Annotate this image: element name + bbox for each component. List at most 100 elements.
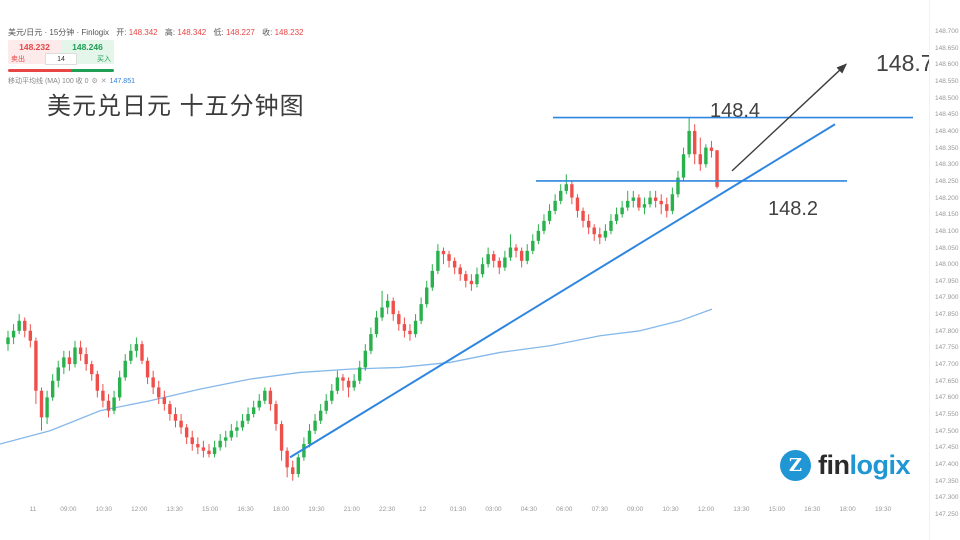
delete-icon[interactable]: ✕ — [100, 78, 107, 85]
candle[interactable] — [553, 194, 557, 215]
candle[interactable] — [503, 250, 507, 271]
candle[interactable] — [536, 224, 541, 245]
candle[interactable] — [145, 357, 150, 385]
candle[interactable] — [592, 224, 596, 241]
candle[interactable] — [648, 190, 652, 208]
resistance-price-annotation[interactable]: 148.4 — [710, 100, 761, 122]
candle[interactable] — [318, 404, 323, 425]
candle[interactable] — [218, 434, 222, 451]
candle[interactable] — [45, 390, 49, 425]
candle[interactable] — [441, 247, 446, 265]
candle[interactable] — [447, 250, 451, 268]
candle[interactable] — [224, 430, 228, 448]
candle[interactable] — [598, 227, 602, 245]
candle[interactable] — [698, 137, 702, 171]
candle[interactable] — [637, 194, 641, 211]
candle[interactable] — [397, 310, 401, 331]
candle[interactable] — [39, 387, 44, 431]
candle[interactable] — [358, 360, 362, 385]
candle[interactable] — [659, 194, 663, 215]
candle[interactable] — [581, 207, 585, 228]
candle[interactable] — [56, 360, 60, 388]
candle[interactable] — [413, 314, 418, 338]
time-axis[interactable]: 11 09:00 10:30 12:00 13:30 15:00 16:30 18:00 19:… — [0, 503, 930, 517]
candle[interactable] — [586, 214, 591, 235]
candle[interactable] — [475, 267, 479, 288]
candle[interactable] — [168, 400, 172, 421]
candle[interactable] — [542, 214, 546, 235]
candle[interactable] — [134, 337, 139, 358]
candle[interactable] — [486, 247, 490, 268]
candle[interactable] — [402, 317, 407, 338]
candle[interactable] — [709, 140, 714, 158]
candle[interactable] — [385, 294, 390, 315]
candle[interactable] — [458, 264, 462, 281]
candle[interactable] — [369, 327, 373, 355]
candle[interactable] — [117, 370, 122, 401]
candle[interactable] — [246, 407, 250, 425]
candle[interactable] — [279, 420, 284, 461]
candle[interactable] — [101, 384, 105, 408]
candle[interactable] — [207, 444, 211, 458]
candle[interactable] — [62, 350, 66, 375]
candle[interactable] — [452, 257, 457, 275]
candle[interactable] — [480, 257, 485, 278]
candle[interactable] — [257, 394, 261, 411]
candle[interactable] — [307, 424, 312, 448]
candle[interactable] — [313, 414, 317, 435]
candle[interactable] — [157, 380, 161, 405]
candle[interactable] — [95, 370, 100, 398]
candle[interactable] — [268, 387, 273, 411]
candle[interactable] — [346, 377, 351, 398]
arrow-annotation[interactable] — [731, 63, 848, 172]
candle[interactable] — [123, 354, 127, 381]
candle[interactable] — [240, 414, 245, 431]
candle[interactable] — [469, 274, 474, 291]
candle[interactable] — [201, 440, 206, 458]
candle[interactable] — [330, 384, 334, 405]
candle[interactable] — [419, 297, 423, 325]
candle[interactable] — [229, 424, 234, 441]
candle[interactable] — [391, 297, 395, 321]
candle[interactable] — [263, 387, 267, 405]
candle[interactable] — [84, 347, 88, 371]
candle[interactable] — [693, 124, 697, 165]
candle[interactable] — [380, 290, 384, 321]
candle[interactable] — [665, 197, 669, 218]
candle[interactable] — [106, 394, 111, 418]
price-axis[interactable]: 148.700 148.650 148.600 148.550 148.500 148.4… — [929, 0, 960, 540]
candle[interactable] — [196, 437, 200, 455]
candle[interactable] — [17, 314, 21, 335]
candle[interactable] — [575, 194, 580, 218]
candle[interactable] — [235, 420, 239, 438]
candle[interactable] — [670, 187, 675, 215]
chart-title-annotation[interactable]: 美元兑日元 十五分钟图 — [47, 93, 305, 120]
candle[interactable] — [140, 340, 144, 365]
candle[interactable] — [73, 340, 77, 368]
candle[interactable] — [464, 270, 468, 288]
candle[interactable] — [497, 257, 502, 275]
candle[interactable] — [162, 390, 167, 411]
candle[interactable] — [6, 330, 10, 351]
candle[interactable] — [374, 310, 379, 338]
candle[interactable] — [514, 244, 518, 258]
candle[interactable] — [190, 430, 194, 451]
candle[interactable] — [324, 394, 328, 415]
candle[interactable] — [547, 204, 552, 225]
candle[interactable] — [626, 190, 630, 211]
candle[interactable] — [151, 370, 155, 395]
ma-line[interactable] — [0, 308, 713, 445]
candle[interactable] — [78, 340, 83, 361]
candle[interactable] — [34, 337, 38, 405]
candle[interactable] — [564, 174, 568, 195]
candle[interactable] — [653, 190, 658, 208]
candle[interactable] — [519, 247, 524, 268]
candle[interactable] — [681, 147, 686, 181]
candle[interactable] — [715, 150, 719, 189]
candle[interactable] — [620, 200, 624, 218]
sell-button[interactable]: 148.232 — [8, 40, 61, 53]
candle[interactable] — [173, 407, 178, 428]
candle[interactable] — [425, 280, 429, 308]
gear-icon[interactable]: ⚙ — [91, 78, 98, 85]
